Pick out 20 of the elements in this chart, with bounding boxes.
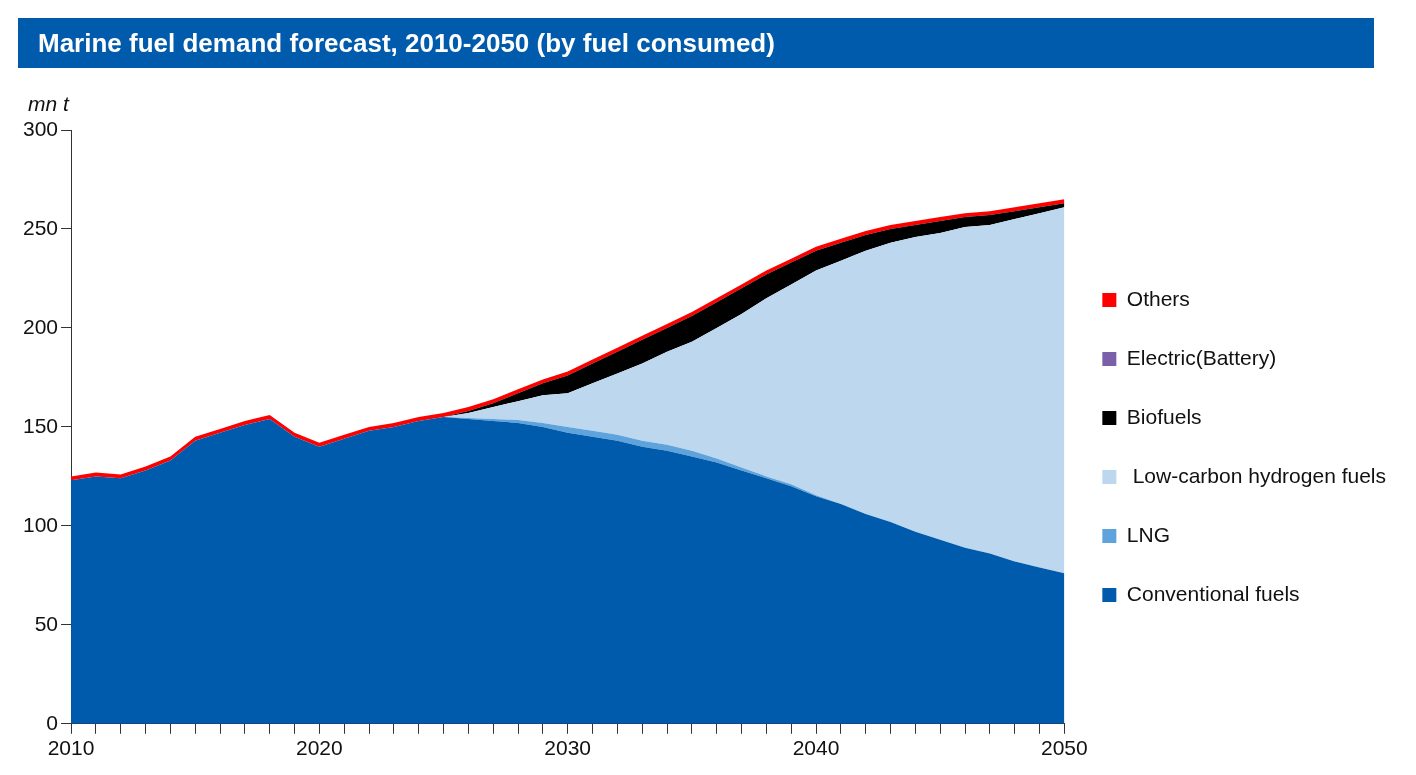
y-tick-label: 250	[22, 215, 59, 239]
legend-label: Others	[1126, 286, 1190, 310]
y-tick-label: 300	[22, 116, 59, 140]
y-tick-label: 100	[22, 512, 59, 536]
x-tick-label: 2030	[544, 736, 592, 760]
legend-label: Conventional fuels	[1126, 581, 1300, 605]
y-tick-label: 150	[22, 413, 59, 437]
legend-label: Low-carbon hydrogen fuels	[1126, 463, 1387, 487]
y-tick-label: 0	[46, 710, 59, 734]
x-tick-label: 2010	[47, 736, 95, 760]
x-tick-label: 2040	[792, 736, 840, 760]
legend-label: Electric(Battery)	[1126, 345, 1277, 369]
chart-title: Marine fuel demand forecast, 2010-2050 (by fuel consumed)	[18, 18, 1374, 68]
y-axis-title: mn t	[28, 92, 69, 116]
legend-label: Biofuels	[1126, 404, 1202, 428]
legend-label: LNG	[1126, 522, 1171, 546]
x-tick-label: 2020	[296, 736, 343, 760]
y-tick-label: 200	[22, 314, 59, 338]
y-tick-label: 50	[34, 611, 59, 635]
x-tick-label: 2050	[1040, 736, 1088, 760]
